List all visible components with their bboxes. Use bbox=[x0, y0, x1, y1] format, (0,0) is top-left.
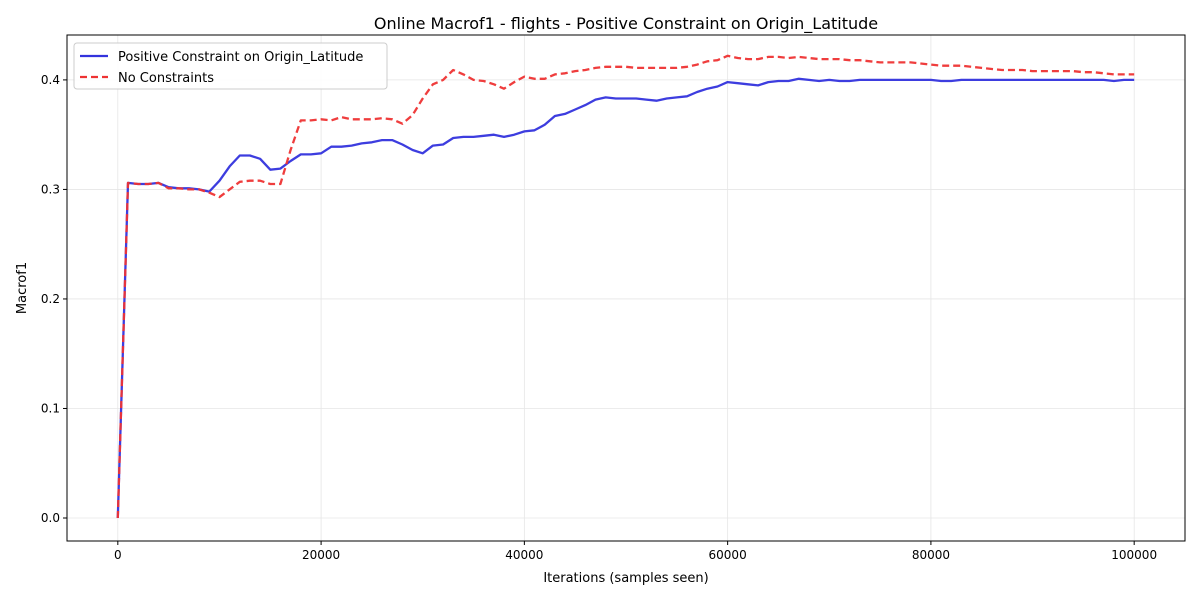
y-axis-label: Macrof1 bbox=[15, 262, 30, 314]
x-tick-label: 100000 bbox=[1111, 548, 1157, 562]
x-tick-label: 0 bbox=[114, 548, 122, 562]
x-tick-label: 20000 bbox=[302, 548, 340, 562]
y-tick-label: 0.1 bbox=[41, 401, 60, 415]
legend: Positive Constraint on Origin_Latitude No… bbox=[73, 42, 388, 90]
x-tick-label: 80000 bbox=[912, 548, 950, 562]
x-axis-label: Iterations (samples seen) bbox=[543, 571, 708, 586]
legend-label-2: No Constraints bbox=[118, 71, 214, 86]
y-tick-label: 0.4 bbox=[41, 73, 60, 87]
y-axis-ticks: 0.0 0.1 0.2 0.3 0.4 bbox=[41, 73, 67, 525]
y-tick-label: 0.0 bbox=[41, 511, 60, 525]
x-tick-label: 40000 bbox=[505, 548, 543, 562]
legend-label-1: Positive Constraint on Origin_Latitude bbox=[118, 50, 363, 65]
legend-box bbox=[73, 42, 388, 90]
y-tick-label: 0.3 bbox=[41, 182, 60, 196]
plot-frame bbox=[66, 34, 1186, 542]
series-lines bbox=[116, 54, 1135, 519]
series-line-2 bbox=[116, 54, 1135, 519]
x-tick-label: 60000 bbox=[709, 548, 747, 562]
y-tick-label: 0.2 bbox=[41, 292, 60, 306]
x-axis-ticks: 0 20000 40000 60000 80000 100000 bbox=[114, 541, 1157, 562]
chart-title: Online Macrof1 - flights - Positive Cons… bbox=[374, 14, 878, 34]
